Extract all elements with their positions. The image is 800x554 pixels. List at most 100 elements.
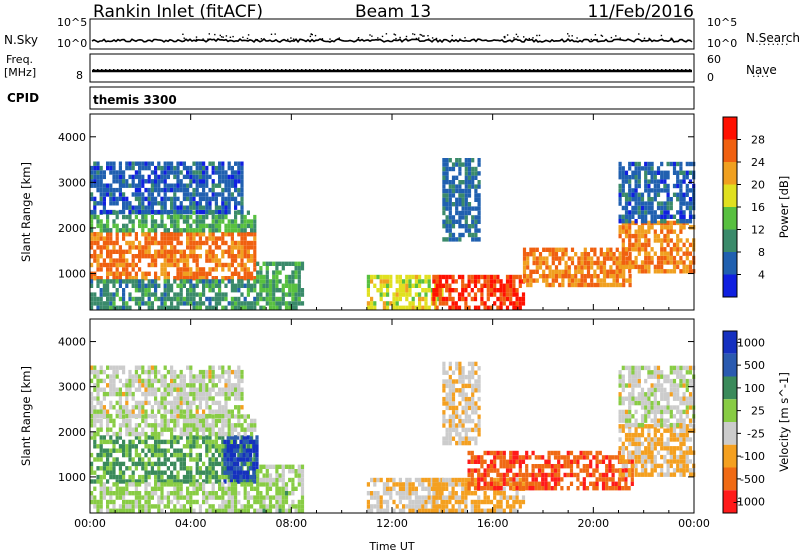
power-echo-cell — [170, 219, 174, 224]
velocity-echo-cell — [470, 468, 474, 473]
power-echo-cell — [464, 175, 468, 180]
nave-dot — [109, 69, 111, 71]
power-echo-cell — [288, 301, 292, 306]
power-echo-cell — [134, 276, 138, 281]
velocity-echo-cell — [262, 504, 266, 509]
velocity-echo-cell — [112, 369, 116, 375]
velocity-echo-cell — [118, 444, 122, 449]
power-echo-cell — [637, 247, 641, 252]
velocity-echo-cell — [226, 470, 230, 475]
power-echo-cell — [246, 267, 250, 272]
velocity-echo-cell — [499, 486, 503, 491]
power-echo-cell — [90, 232, 94, 237]
velocity-echo-cell — [106, 427, 110, 432]
velocity-echo-cell — [208, 495, 212, 500]
velocity-echo-cell — [376, 477, 380, 483]
velocity-echo-cell — [214, 457, 218, 462]
power-echo-cell — [112, 276, 116, 281]
velocity-echo-cell — [208, 504, 212, 509]
velocity-echo-cell — [614, 481, 618, 486]
velocity-echo-cell — [96, 499, 100, 505]
power-echo-cell — [418, 283, 422, 288]
power-echo-cell — [291, 274, 295, 280]
power-echo-cell — [551, 274, 555, 279]
power-echo-cell — [618, 201, 622, 206]
velocity-echo-cell — [382, 491, 386, 496]
power-echo-cell — [483, 305, 487, 310]
power-echo-cell — [214, 228, 218, 233]
power-echo-cell — [644, 264, 648, 270]
power-echo-cell — [679, 201, 683, 206]
power-echo-cell — [502, 292, 506, 297]
velocity-echo-cell — [166, 457, 170, 462]
nsearch-dot — [371, 35, 373, 37]
velocity-echo-cell — [198, 378, 202, 384]
power-echo-cell — [125, 301, 129, 306]
velocity-echo-cell — [157, 448, 161, 453]
power-echo-cell — [154, 296, 158, 302]
power-echo-cell — [682, 225, 686, 230]
power-echo-cell — [106, 209, 110, 215]
power-echo-cell — [157, 276, 161, 281]
power-echo-cell — [676, 192, 680, 197]
velocity-echo-cell — [182, 457, 186, 462]
power-echo-cell — [379, 288, 383, 293]
power-echo-cell — [144, 245, 148, 250]
power-echo-cell — [647, 183, 651, 189]
power-echo-cell — [166, 183, 170, 188]
power-echo-cell — [154, 174, 158, 180]
velocity-echo-cell — [141, 365, 145, 370]
power-echo-cell — [570, 278, 575, 283]
velocity-echo-cell — [395, 491, 399, 496]
power-echo-cell — [205, 223, 209, 229]
power-echo-cell — [467, 175, 472, 180]
velocity-echo-cell — [221, 409, 225, 414]
power-echo-cell — [109, 170, 113, 175]
power-echo-cell — [96, 258, 100, 263]
velocity-echo-cell — [189, 470, 193, 475]
power-echo-cell — [253, 236, 257, 241]
velocity-echo-cell — [112, 423, 116, 428]
power-echo-cell — [214, 283, 218, 288]
velocity-echo-cell — [408, 508, 412, 513]
power-echo-cell — [612, 260, 616, 266]
power-echo-cell — [208, 187, 212, 193]
power-echo-cell — [176, 170, 180, 175]
velocity-echo-cell — [109, 461, 113, 467]
velocity-echo-cell — [534, 477, 538, 482]
power-echo-cell — [644, 210, 648, 215]
velocity-echo-cell — [483, 459, 487, 464]
power-echo-cell — [518, 283, 522, 288]
power-echo-cell — [438, 292, 442, 297]
velocity-echo-cell — [227, 409, 231, 414]
power-echo-cell — [141, 228, 145, 233]
power-echo-cell — [637, 264, 641, 270]
power-echo-cell — [131, 262, 135, 268]
velocity-echo-cell — [179, 374, 183, 379]
velocity-echo-cell — [243, 479, 247, 484]
velocity-echo-cell — [112, 365, 116, 370]
power-echo-cell — [418, 274, 422, 280]
power-echo-cell — [99, 288, 103, 293]
velocity-echo-cell — [242, 461, 246, 467]
power-echo-cell — [179, 209, 183, 215]
velocity-echo-cell — [195, 452, 199, 458]
power-echo-cell — [157, 201, 161, 206]
velocity-echo-cell — [553, 464, 558, 469]
power-echo-cell — [618, 264, 622, 270]
velocity-echo-cell — [557, 481, 561, 486]
power-echo-cell — [243, 214, 247, 220]
velocity-echo-cell — [611, 477, 615, 482]
power-echo-cell — [141, 276, 145, 281]
velocity-echo-cell — [134, 444, 138, 449]
power-echo-cell — [679, 229, 683, 234]
velocity-echo-cell — [373, 495, 377, 500]
velocity-echo-cell — [473, 486, 478, 491]
power-echo-cell — [163, 236, 167, 241]
power-echo-cell — [660, 188, 664, 193]
power-echo-cell — [214, 209, 218, 215]
power-echo-cell — [170, 254, 174, 259]
power-echo-cell — [650, 260, 654, 265]
power-echo-cell — [202, 301, 206, 306]
velocity-echo-cell — [112, 499, 116, 505]
